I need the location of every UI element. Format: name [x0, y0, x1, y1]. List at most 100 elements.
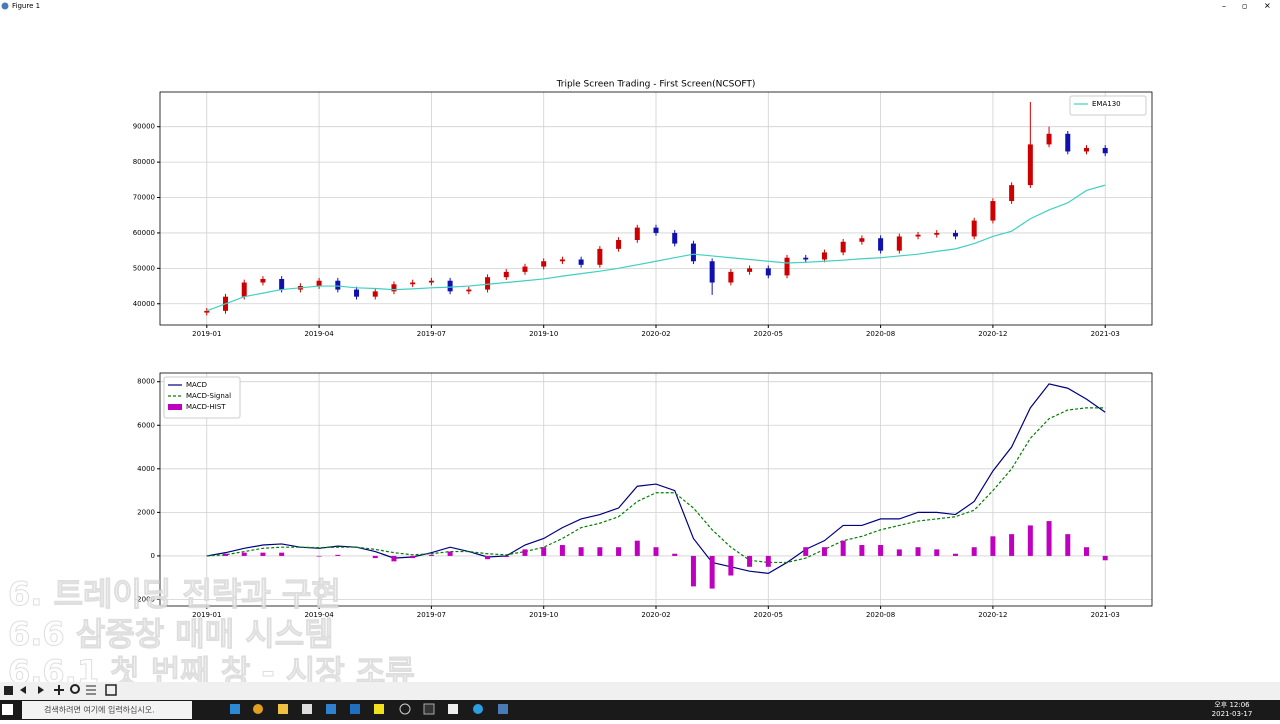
candle-body [803, 257, 809, 260]
configure-button[interactable] [86, 685, 96, 695]
candle-body [690, 243, 696, 262]
hist-bar [578, 547, 584, 556]
hist-bar [1065, 534, 1071, 556]
hist-bar [559, 545, 565, 556]
x-tick-label: 2019-07 [417, 330, 446, 338]
app-icon[interactable] [448, 704, 458, 714]
app-icon[interactable] [253, 704, 263, 714]
toolbar [0, 682, 1280, 700]
candle-body [372, 291, 378, 297]
hist-bar [279, 552, 285, 556]
start-button[interactable] [2, 704, 13, 715]
y-tick-label: 0 [151, 552, 155, 560]
search-placeholder: 검색하려면 여기에 입력하십시오. [44, 705, 155, 715]
candle-body [709, 261, 715, 283]
close-button[interactable]: ✕ [1264, 2, 1271, 11]
app-icon[interactable] [302, 704, 312, 714]
candle-body [522, 266, 528, 272]
y-tick-label: -2000 [135, 595, 155, 603]
hist-bar [541, 547, 547, 556]
x-tick-label: 2021-03 [1091, 611, 1120, 619]
candle-body [915, 234, 921, 237]
app-icon[interactable] [498, 704, 508, 714]
save-button[interactable] [105, 684, 117, 696]
minimize-button[interactable]: – [1222, 2, 1226, 11]
taskbar-apps [230, 703, 508, 715]
x-tick-label: 2020-05 [754, 330, 783, 338]
hist-bar [934, 549, 940, 556]
app-icon[interactable] [473, 704, 483, 714]
x-tick-label: 2020-08 [866, 330, 895, 338]
candle-body [1046, 133, 1052, 145]
candle-body [316, 280, 322, 287]
candle-body [1009, 185, 1015, 202]
y-tick-label: 8000 [137, 378, 155, 386]
y-tick-label: 2000 [137, 508, 155, 516]
app-icon[interactable] [230, 704, 240, 714]
candle-body [447, 280, 453, 292]
candle-body [503, 271, 509, 278]
pan-button[interactable] [54, 685, 64, 695]
candle-body [428, 280, 434, 283]
maximize-button[interactable]: ▫ [1242, 2, 1247, 11]
candle-body [765, 268, 771, 276]
y-tick-label: 70000 [133, 194, 155, 202]
app-icon [1, 2, 9, 10]
hist-bar [747, 555, 753, 567]
zoom-button[interactable] [70, 684, 80, 694]
app-icon[interactable] [350, 704, 360, 714]
hist-bar [241, 552, 247, 556]
app-icon[interactable] [399, 703, 411, 715]
candle-body [672, 232, 678, 244]
series-line [206, 184, 1106, 312]
candle-body [354, 289, 360, 297]
app-icon[interactable] [278, 704, 288, 714]
x-tick-label: 2019-10 [529, 611, 558, 619]
legend-swatch [168, 404, 182, 410]
overlay-text: 6.6 삼중창 매매 시스템 [8, 615, 334, 653]
candle-body [559, 259, 565, 262]
hist-bar [485, 555, 491, 560]
forward-button[interactable] [38, 686, 44, 694]
search-box[interactable] [22, 701, 192, 719]
candle-body [934, 232, 940, 235]
home-button[interactable] [4, 686, 13, 695]
hist-bar [391, 555, 397, 562]
figure: Triple Screen Trading - First Screen(NCS… [133, 80, 1153, 619]
y-tick-label: 50000 [133, 264, 155, 272]
candle-body [952, 232, 958, 237]
candle-body [840, 241, 846, 253]
app-icon[interactable] [374, 704, 384, 714]
candle-body [821, 252, 827, 260]
x-tick-label: 2019-10 [529, 330, 558, 338]
candle-body [1102, 147, 1108, 154]
hist-bar [522, 549, 528, 556]
series-line [206, 407, 1106, 564]
candle-body [578, 259, 584, 265]
app-icon[interactable] [326, 704, 336, 714]
app-icon[interactable] [423, 703, 435, 715]
candle-body [1083, 147, 1089, 152]
y-tick-label: 40000 [133, 300, 155, 308]
x-tick-label: 2019-01 [192, 330, 221, 338]
clock-date: 2021-03-17 [1212, 710, 1253, 718]
hist-bar [840, 540, 846, 556]
candle-body [747, 268, 753, 272]
hist-bar [503, 555, 509, 558]
x-tick-label: 2019-07 [417, 611, 446, 619]
hist-bar [1046, 521, 1052, 556]
overlay-text: 6. 트레이딩 전략과 구현 [8, 575, 341, 613]
plot-frame [159, 372, 1153, 607]
x-tick-label: 2021-03 [1091, 330, 1120, 338]
candle-body [466, 289, 472, 292]
hist-bar [1102, 555, 1108, 561]
hist-bar [672, 553, 678, 556]
candle-body [410, 282, 416, 285]
hist-bar [915, 547, 921, 556]
toolbar-buttons [4, 684, 117, 696]
hist-bar [1009, 534, 1015, 556]
legend-label: EMA130 [1092, 100, 1121, 108]
hist-bar [878, 545, 884, 556]
back-button[interactable] [20, 686, 26, 694]
candle-body [728, 271, 734, 283]
